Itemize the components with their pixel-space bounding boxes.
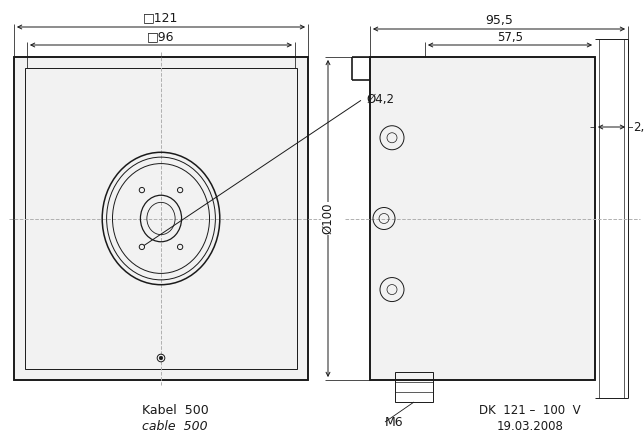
Bar	[370, 57, 595, 380]
Text: 19.03.2008: 19.03.2008	[497, 420, 564, 432]
Text: Ø4,2: Ø4,2	[366, 93, 394, 105]
Text: cable  500: cable 500	[142, 420, 208, 432]
Bar	[14, 57, 308, 380]
Text: 57,5: 57,5	[497, 31, 523, 43]
Text: DK  121 –  100  V: DK 121 – 100 V	[479, 404, 581, 416]
Text: 95,5: 95,5	[485, 13, 513, 27]
Text: 2,5: 2,5	[634, 120, 644, 133]
Bar	[370, 57, 595, 380]
Text: M6: M6	[385, 416, 404, 428]
Text: Kabel  500: Kabel 500	[142, 404, 209, 416]
Text: Ø100: Ø100	[321, 203, 334, 234]
Bar	[25, 68, 297, 369]
Bar	[14, 57, 308, 380]
Text: □96: □96	[147, 31, 175, 43]
Circle shape	[159, 356, 163, 360]
Text: □121: □121	[144, 12, 178, 24]
Bar	[395, 372, 433, 402]
